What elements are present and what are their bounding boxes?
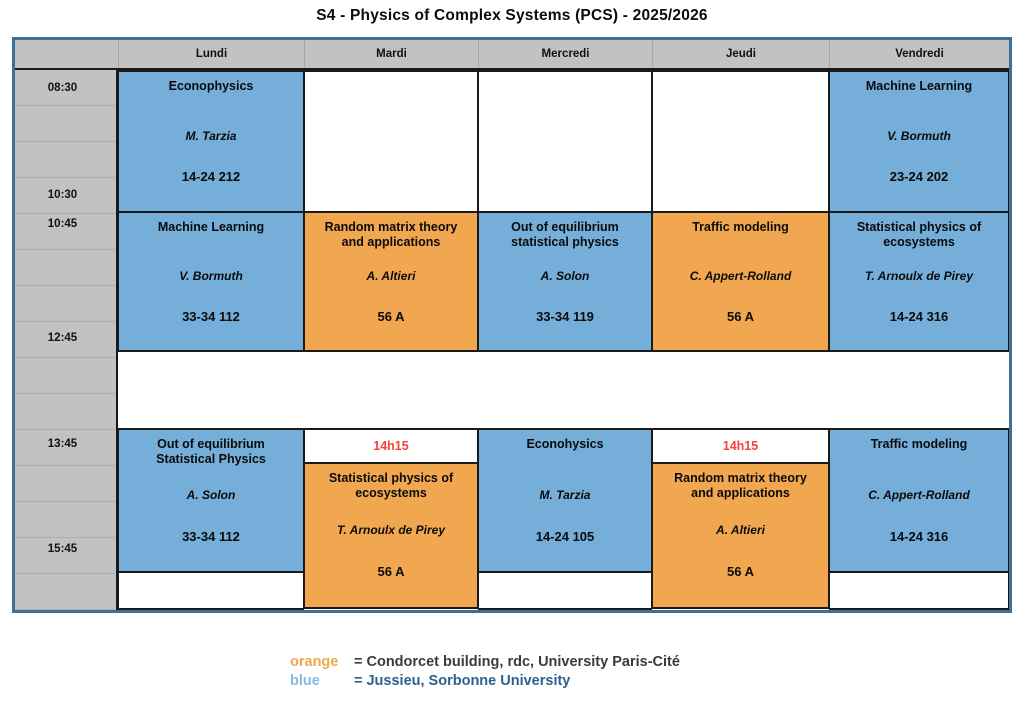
timetable: Lundi Mardi Mercredi Jeudi Vendredi 08:3…: [12, 37, 1012, 613]
legend-row-orange: orange = Condorcet building, rdc, Univer…: [290, 653, 680, 672]
course-teacher: M. Tarzia: [539, 487, 591, 502]
course-block-vendredi-morning1: Machine Learning V. Bormuth 23-24 202: [829, 70, 1009, 213]
day-column-mardi: Random matrix theory and applications A.…: [304, 70, 478, 610]
time-note-mardi-14h15: 14h15: [304, 428, 478, 464]
page-title: S4 - Physics of Complex Systems (PCS) - …: [316, 7, 708, 24]
day-header-vendredi: Vendredi: [829, 40, 1009, 68]
course-block-jeudi-morning2: Traffic modeling C. Appert-Rolland 56 A: [652, 211, 829, 352]
course-block-mercredi-afternoon: Econohysics M. Tarzia 14-24 105: [478, 428, 652, 573]
legend: orange = Condorcet building, rdc, Univer…: [290, 653, 680, 691]
course-teacher: M. Tarzia: [185, 128, 237, 143]
course-room: 56 A: [377, 564, 405, 580]
empty-cell-mercredi-morning1: [478, 70, 652, 213]
course-room: 14-24 105: [535, 528, 595, 544]
course-room: 33-34 112: [182, 308, 240, 324]
day-column-lundi: Econophysics M. Tarzia 14-24 212 Machine…: [118, 70, 304, 610]
empty-cell-mercredi-bottom: [478, 571, 652, 610]
day-header-jeudi: Jeudi: [652, 40, 829, 68]
course-room: 14-24 212: [181, 169, 241, 185]
course-block-vendredi-afternoon: Traffic modeling C. Appert-Rolland 14-24…: [829, 428, 1009, 573]
course-teacher: A. Solon: [540, 269, 590, 284]
time-column: 08:30 10:30 10:45 12:45 13:45 15:45: [15, 70, 118, 610]
course-room: 14-24 316: [889, 528, 949, 544]
course-teacher: A. Altieri: [366, 269, 416, 284]
course-block-mardi-morning2: Random matrix theory and applications A.…: [304, 211, 478, 352]
course-title: Econophysics: [168, 79, 254, 93]
day-header-mardi: Mardi: [304, 40, 478, 68]
empty-cell-vendredi-bottom: [829, 571, 1009, 610]
course-block-vendredi-morning2: Statistical physics of ecosystems T. Arn…: [829, 211, 1009, 352]
course-teacher: A. Altieri: [716, 522, 765, 537]
day-column-mercredi: Out of equilibrium statistical physics A…: [478, 70, 652, 610]
day-column-vendredi: Machine Learning V. Bormuth 23-24 202 St…: [829, 70, 1009, 610]
legend-swatch-word-orange: orange: [290, 654, 339, 670]
course-room: 23-24 202: [889, 169, 949, 185]
day-header-lundi: Lundi: [118, 40, 304, 68]
course-teacher: V. Bormuth: [887, 128, 951, 143]
course-room: 33-34 112: [182, 528, 240, 544]
course-block-mercredi-morning2: Out of equilibrium statistical physics A…: [478, 211, 652, 352]
course-title: Out of equilibrium statistical physics: [511, 220, 619, 249]
course-title: Random matrix theory and applications: [324, 220, 458, 249]
course-title: Machine Learning: [157, 220, 265, 234]
timetable-body: 08:30 10:30 10:45 12:45 13:45 15:45 Econ…: [15, 70, 1009, 610]
empty-cell-jeudi-morning1: [652, 70, 829, 213]
header-row: Lundi Mardi Mercredi Jeudi Vendredi: [15, 40, 1009, 70]
time-label-1030: 10:30: [47, 189, 78, 201]
course-title: Econohysics: [526, 437, 604, 451]
course-title: Statistical physics of ecosystems: [856, 220, 982, 249]
course-title: Out of equilibrium Statistical Physics: [156, 437, 266, 466]
time-label-1345: 13:45: [47, 438, 78, 450]
legend-swatch-word-blue: blue: [290, 673, 320, 689]
course-title: Traffic modeling: [692, 220, 789, 234]
course-title: Statistical physics of ecosystems: [328, 471, 454, 500]
course-title: Random matrix theory and applications: [674, 471, 807, 500]
time-note-jeudi-14h15: 14h15: [652, 428, 829, 464]
course-teacher: V. Bormuth: [179, 269, 243, 284]
course-room: 56 A: [377, 308, 405, 324]
header-cell-time: [15, 40, 118, 68]
legend-row-blue: blue = Jussieu, Sorbonne University: [290, 672, 680, 691]
time-label-1545: 15:45: [47, 543, 78, 555]
time-label-1245: 12:45: [47, 332, 78, 344]
course-block-jeudi-afternoon: Random matrix theory and applications A.…: [652, 462, 829, 609]
course-room: 33-34 119: [536, 308, 594, 324]
course-teacher: C. Appert-Rolland: [689, 269, 792, 284]
day-header-mercredi: Mercredi: [478, 40, 652, 68]
legend-text-orange: = Condorcet building, rdc, University Pa…: [354, 654, 680, 670]
course-block-lundi-morning1: Econophysics M. Tarzia 14-24 212: [118, 70, 304, 213]
course-teacher: C. Appert-Rolland: [868, 487, 970, 502]
course-title: Machine Learning: [865, 79, 973, 93]
time-label-1045: 10:45: [47, 218, 78, 230]
course-teacher: A. Solon: [186, 487, 236, 502]
course-room: 56 A: [727, 564, 754, 580]
course-teacher: T. Arnoulx de Pirey: [864, 269, 974, 284]
legend-text-blue: = Jussieu, Sorbonne University: [354, 673, 571, 689]
day-column-jeudi: Traffic modeling C. Appert-Rolland 56 A …: [652, 70, 829, 610]
course-room: 56 A: [727, 308, 754, 324]
course-block-lundi-afternoon: Out of equilibrium Statistical Physics A…: [118, 428, 304, 573]
course-teacher: T. Arnoulx de Pirey: [336, 522, 446, 537]
course-title: Traffic modeling: [870, 437, 968, 451]
course-room: 14-24 316: [889, 308, 949, 324]
course-block-mardi-afternoon: Statistical physics of ecosystems T. Arn…: [304, 462, 478, 609]
course-block-lundi-morning2: Machine Learning V. Bormuth 33-34 112: [118, 211, 304, 352]
empty-cell-mardi-morning1: [304, 70, 478, 213]
empty-cell-lundi-bottom: [118, 571, 304, 610]
time-label-0830: 08:30: [47, 82, 78, 94]
